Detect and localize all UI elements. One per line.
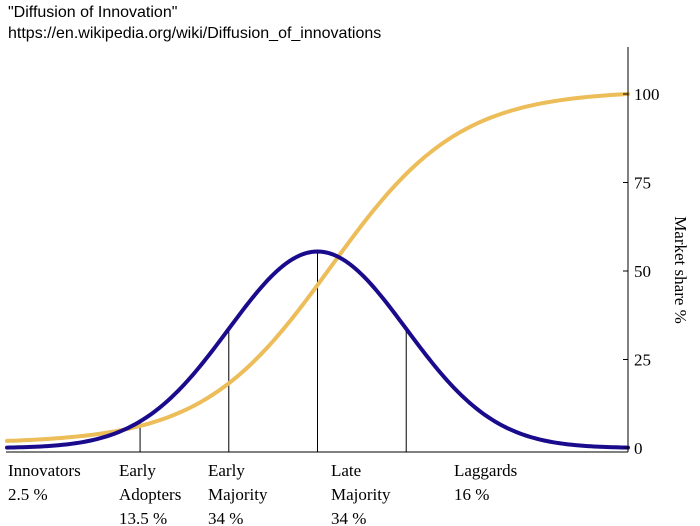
y-tick-label-100: 100 [634, 85, 660, 104]
category-label-line: Late [331, 461, 361, 480]
curves [5, 92, 630, 450]
category-label-4: Laggards 16 % [454, 461, 517, 504]
y-ticks: 0 25 50 75 100 [623, 85, 660, 458]
source-url: https://en.wikipedia.org/wiki/Diffusion_… [8, 25, 382, 42]
category-label-line: 16 % [454, 485, 489, 504]
category-label-line: Majority [208, 485, 268, 504]
category-label-1: Early Adopters 13.5 % [119, 461, 181, 526]
category-label-0: Innovators 2.5 % [8, 461, 81, 504]
category-label-line: 34 % [208, 509, 243, 526]
y-tick-label-50: 50 [634, 262, 651, 281]
category-label-3: Late Majority 34 % [331, 461, 391, 526]
category-label-2: Early Majority 34 % [208, 461, 268, 526]
header: "Diffusion of Innovation" https://en.wik… [8, 2, 381, 44]
y-axis-label: Market share % [671, 216, 690, 324]
category-label-line: Early [119, 461, 156, 480]
category-label-line: Adopters [119, 485, 181, 504]
category-label-line: Majority [331, 485, 391, 504]
y-tick-label-25: 25 [634, 351, 651, 370]
axes [6, 47, 629, 453]
category-label-line: 2.5 % [8, 485, 48, 504]
chart-title: "Diffusion of Innovation" [8, 4, 178, 21]
category-label-line: Innovators [8, 461, 81, 480]
category-label-line: Early [208, 461, 245, 480]
adoption-bell-curve [5, 249, 630, 450]
category-label-line: 34 % [331, 509, 366, 526]
x-category-labels: Innovators 2.5 % Early Adopters 13.5 % Early M… [8, 461, 517, 526]
y-tick-label-75: 75 [634, 174, 651, 193]
category-label-line: Laggards [454, 461, 517, 480]
cumulative-s-curve [5, 92, 630, 443]
y-tick-label-0: 0 [634, 439, 643, 458]
category-label-line: 13.5 % [119, 509, 167, 526]
